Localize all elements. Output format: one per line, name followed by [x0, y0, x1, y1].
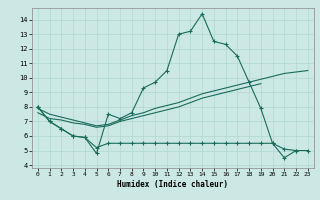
X-axis label: Humidex (Indice chaleur): Humidex (Indice chaleur)	[117, 180, 228, 189]
